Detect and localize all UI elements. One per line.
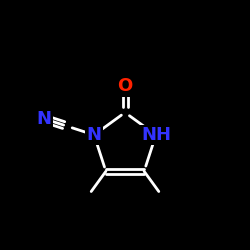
Text: O: O [118, 77, 132, 95]
Text: NH: NH [141, 126, 171, 144]
Text: N: N [86, 126, 102, 144]
Text: N: N [37, 110, 52, 128]
